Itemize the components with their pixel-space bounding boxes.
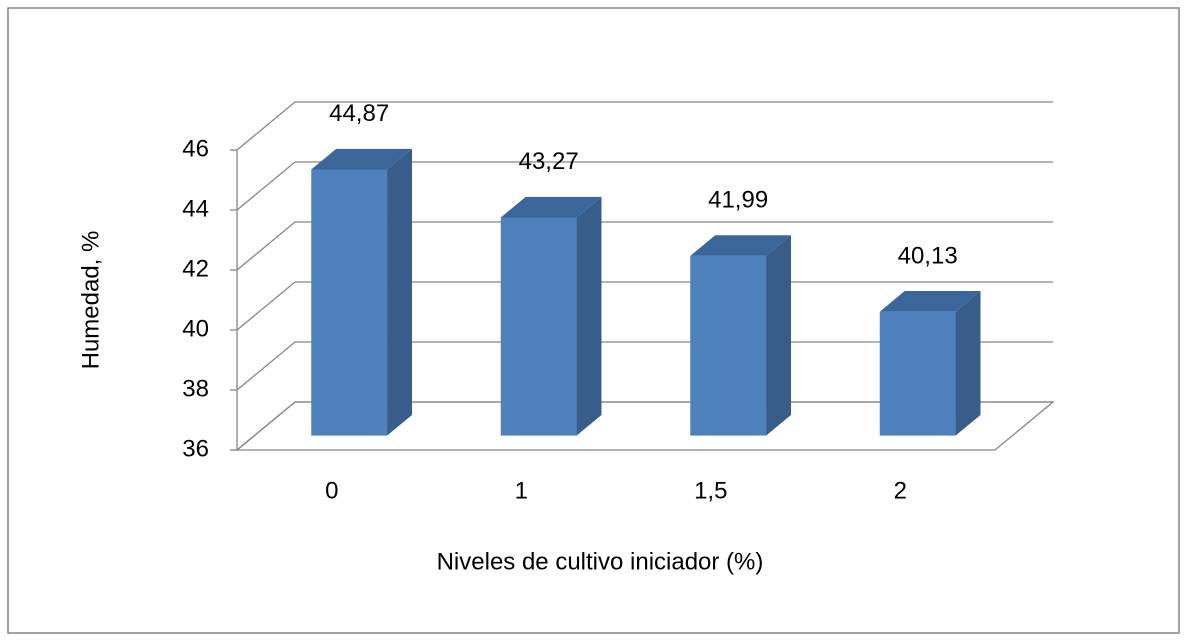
grid-line [236, 101, 296, 151]
value-label: 44,87 [329, 100, 389, 127]
x-tick-label: 0 [325, 477, 338, 504]
y-tick-label: 46 [182, 135, 209, 162]
grid-line [236, 401, 296, 451]
y-tick-label: 40 [182, 315, 209, 342]
bar-side [576, 196, 602, 436]
y-tick-label: 38 [182, 375, 209, 402]
x-axis-title: Niveles de cultivo iniciador (%) [437, 548, 764, 575]
grid-line [236, 161, 296, 211]
grid-line [236, 221, 296, 271]
grid-line [236, 341, 296, 391]
value-label: 40,13 [898, 242, 958, 269]
bar-top [311, 148, 412, 170]
bar [500, 217, 577, 436]
y-tick-label: 36 [182, 435, 209, 462]
bar-top [879, 291, 981, 312]
value-label: 43,27 [519, 148, 579, 175]
bar [879, 311, 956, 436]
bar-side [766, 235, 791, 436]
bar-side [955, 291, 981, 436]
bar [311, 169, 388, 436]
y-tick-label: 44 [182, 195, 209, 222]
x-tick-label: 2 [894, 477, 907, 504]
grid-line [236, 281, 296, 331]
x-tick-label: 1 [515, 477, 528, 504]
y-tick-label: 42 [182, 255, 209, 282]
value-label: 41,99 [708, 187, 768, 214]
bar-top [690, 235, 791, 256]
bar-top [500, 196, 602, 218]
bar [690, 255, 767, 436]
y-axis-title: Humedad, % [77, 231, 104, 370]
bar-side [387, 148, 412, 436]
x-tick-label: 1,5 [694, 477, 727, 504]
